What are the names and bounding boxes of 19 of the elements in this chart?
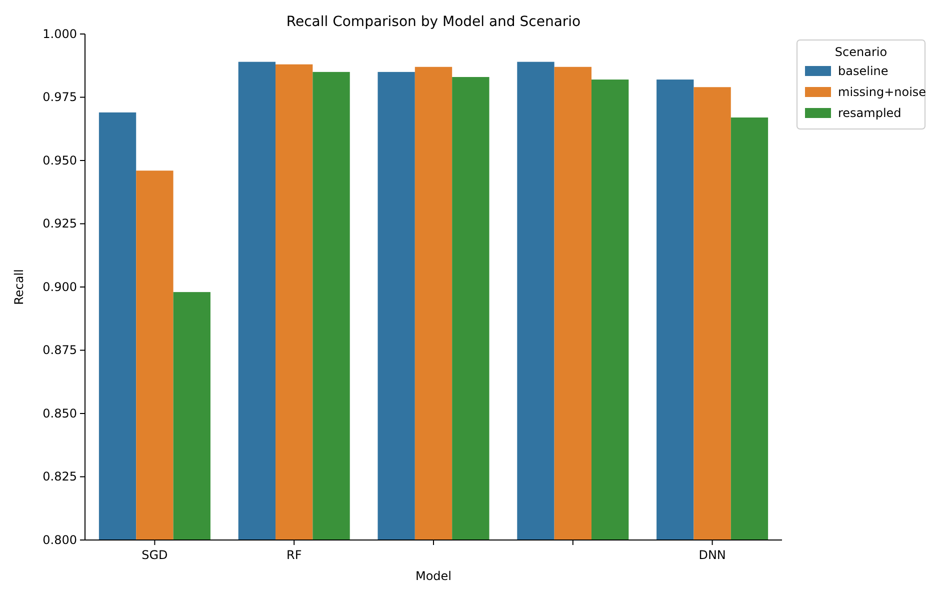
y-tick-label: 0.800 <box>42 532 77 547</box>
legend-label: baseline <box>838 64 888 78</box>
y-tick-label: 0.950 <box>42 153 77 168</box>
y-tick-label: 0.975 <box>42 90 77 104</box>
legend-label: missing+noise <box>838 85 926 99</box>
chart-title: Recall Comparison by Model and Scenario <box>286 14 581 30</box>
x-tick-label: SGD <box>142 548 168 562</box>
y-tick-label: 0.875 <box>42 343 77 358</box>
x-tick-label: DNN <box>698 548 726 562</box>
legend-label: resampled <box>838 106 902 120</box>
y-tick-label: 0.925 <box>42 216 77 231</box>
y-tick-label: 0.825 <box>42 470 77 484</box>
y-tick-label: 1.000 <box>42 26 77 41</box>
y-tick-label: 0.900 <box>42 280 77 294</box>
x-axis-title: Model <box>415 569 452 583</box>
legend-title: Scenario <box>834 45 888 59</box>
x-tick-label: RF <box>286 548 302 562</box>
y-axis-title: Recall <box>12 269 26 305</box>
y-tick-label: 0.850 <box>42 406 77 420</box>
